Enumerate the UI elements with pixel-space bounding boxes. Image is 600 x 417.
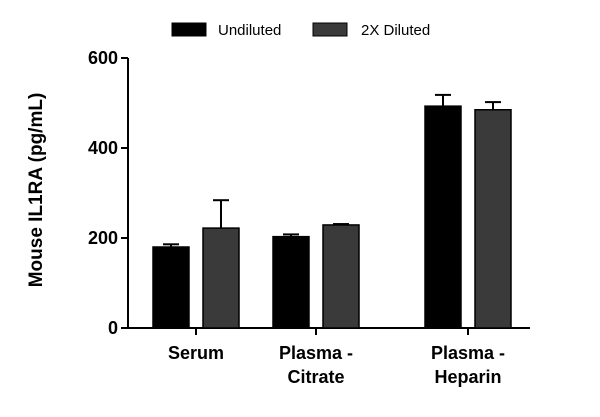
y-tick-label: 0 [108, 318, 118, 338]
y-axis-label: Mouse IL1RA (pg/mL) [26, 93, 47, 288]
legend-swatch [171, 22, 207, 37]
bar-2x-diluted [322, 224, 360, 329]
legend-swatch [312, 22, 348, 37]
x-tick-label: Plasma -Heparin [431, 343, 505, 387]
x-tick-label: Serum [168, 343, 224, 363]
bar-undiluted [152, 246, 190, 329]
bar-2x-diluted [474, 109, 512, 329]
y-tick-label: 600 [88, 48, 118, 68]
legend-label: 2X Diluted [361, 22, 430, 39]
bar-2x-diluted [202, 227, 240, 329]
bar-undiluted [424, 105, 462, 329]
x-tick-label: Plasma -Citrate [279, 343, 353, 387]
bar-undiluted [272, 235, 310, 329]
legend-label: Undiluted [218, 22, 281, 39]
plot-area: 0 200 400 600 Serum Plasma -Citrate Plasma -He… [88, 48, 530, 387]
legend: Undiluted 2X Diluted [171, 22, 430, 39]
y-tick-label: 200 [88, 228, 118, 248]
y-tick-label: 400 [88, 138, 118, 158]
